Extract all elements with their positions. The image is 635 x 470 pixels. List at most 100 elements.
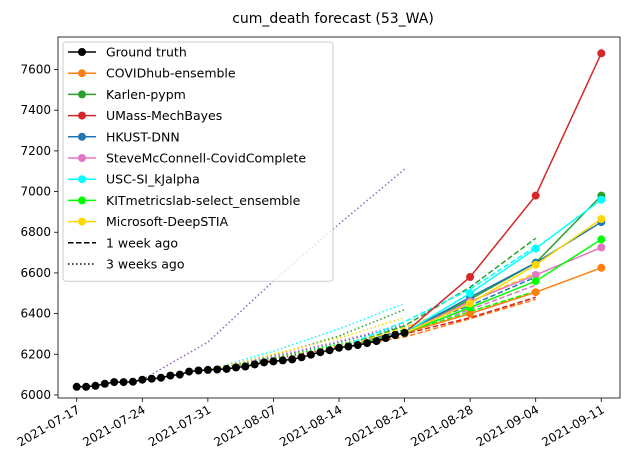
x-tick-label: 2021-09-04: [474, 402, 541, 449]
ground-truth-point: [232, 363, 240, 372]
karlen-pypm-line: [404, 195, 602, 334]
y-tick-label: 7000: [20, 185, 51, 199]
x-tick-label: 2021-08-21: [343, 402, 410, 449]
covidhub-ensemble-line: [404, 267, 602, 334]
y-tick-label: 6800: [20, 225, 51, 239]
ground-truth-point: [185, 367, 194, 376]
ground-truth-point: [250, 360, 259, 369]
legend-label: Karlen-pypm: [106, 87, 186, 102]
legend-entry-microsoft-deepstia: Microsoft-DeepSTIA: [68, 214, 229, 229]
legend: Ground truth COVIDhub-ensemble Karlen-pypm…: [62, 41, 334, 282]
covidhub-ensemble-point: [597, 263, 606, 272]
ground-truth-point: [306, 350, 315, 359]
ground-truth-point: [381, 334, 390, 342]
legend-entry-kitmetricslab-select-ensemble: KITmetricslab-select_ensemble: [68, 193, 301, 208]
legend-label: 1 week ago: [106, 235, 178, 250]
ground-truth-point: [82, 382, 91, 391]
microsoft-deepstia-point: [531, 260, 540, 269]
legend-marker: [78, 69, 86, 78]
usc-si-kjalpha-line: [404, 199, 602, 334]
ground-truth-point: [353, 341, 362, 350]
legend-marker: [78, 90, 86, 99]
ground-truth-point: [100, 379, 109, 388]
usc-si-kjalpha-3-weeks-ago-line: [207, 302, 405, 371]
ground-truth-series: [72, 328, 409, 391]
kitmetricslab-select-ensemble-point: [531, 277, 540, 286]
legend-label: SteveMcConnell-CovidComplete: [106, 151, 306, 166]
ground-truth-point: [363, 339, 372, 348]
ground-truth-point: [72, 382, 81, 391]
ground-truth-point: [91, 381, 100, 390]
ground-truth-point: [269, 357, 278, 366]
legend-box: [62, 41, 334, 282]
ground-truth-point: [278, 356, 287, 365]
umass-mechbayes-line: [404, 52, 602, 334]
ground-truth-point: [400, 328, 409, 337]
ground-truth-point: [372, 337, 381, 346]
legend-marker: [78, 111, 86, 120]
stevemcconnell-covidcomplete-line: [404, 246, 602, 334]
legend-marker: [78, 217, 86, 226]
ground-truth-point: [147, 374, 156, 383]
covidhub-ensemble-point: [466, 309, 475, 318]
legend-label: HKUST-DNN: [106, 129, 180, 144]
stevemcconnell-covidcomplete-point: [597, 243, 606, 252]
karlen-pypm-1-week-ago-line: [338, 237, 537, 349]
ground-truth-point: [203, 365, 212, 374]
ground-truth-point: [297, 353, 306, 362]
x-tick-label: 2021-08-14: [277, 402, 344, 449]
x-tick-label: 2021-07-24: [80, 402, 147, 449]
ground-truth-point: [128, 377, 137, 386]
legend-entry-umass-mechbayes: UMass-MechBayes: [68, 108, 222, 123]
y-tick-label: 7200: [20, 144, 51, 158]
kitmetricslab-select-ensemble-3-weeks-ago-line: [207, 329, 405, 371]
legend-label: USC-SI_kJalpha: [106, 172, 200, 187]
usc-si-kjalpha-point: [531, 244, 540, 253]
usc-si-kjalpha-point: [597, 195, 606, 204]
stevemcconnell-covidcomplete-3-weeks-ago-line: [207, 323, 405, 371]
legend-label: COVIDhub-ensemble: [106, 66, 236, 81]
ground-truth-point: [344, 342, 353, 351]
legend-marker: [78, 48, 86, 56]
covidhub-ensemble-point: [531, 288, 540, 297]
hkust-dnn-1-week-ago-line: [338, 276, 536, 349]
umass-mechbayes-series: [400, 49, 606, 337]
ground-truth-point: [325, 346, 334, 355]
kitmetricslab-select-ensemble-1-week-ago-line: [338, 290, 536, 349]
umass-mechbayes-point: [466, 273, 475, 281]
y-tick-label: 6600: [20, 266, 51, 280]
legend-entry-3-weeks-ago: 3 weeks ago: [68, 257, 185, 272]
ground-truth-point: [213, 365, 222, 374]
ground-truth-point: [119, 378, 128, 387]
ground-truth-point: [288, 355, 297, 364]
ground-truth-point: [260, 358, 269, 367]
x-tick-label: 2021-07-31: [146, 402, 213, 449]
y-tick-label: 7600: [20, 63, 51, 77]
microsoft-deepstia-line: [404, 218, 602, 334]
umass-mechbayes-point: [531, 191, 540, 200]
legend-label: 3 weeks ago: [106, 257, 185, 272]
x-tick-label: 2021-07-17: [15, 402, 82, 449]
legend-marker: [78, 132, 86, 141]
y-tick-label: 6400: [20, 307, 51, 321]
legend-marker: [78, 154, 86, 162]
usc-si-kjalpha-series: [400, 195, 606, 337]
y-tick-label: 6000: [20, 388, 51, 402]
legend-marker: [78, 175, 86, 184]
ground-truth-point: [194, 366, 203, 375]
legend-entry-usc-si-kjalpha: USC-SI_kJalpha: [68, 172, 200, 187]
kitmetricslab-select-ensemble-point: [597, 235, 606, 244]
microsoft-deepstia-1-week-ago-line: [338, 272, 536, 349]
legend-entry-ground-truth: Ground truth: [68, 45, 187, 60]
ground-truth-point: [175, 370, 184, 379]
usc-si-kjalpha-point: [466, 289, 475, 298]
ground-truth-point: [166, 371, 175, 380]
ground-truth-point: [222, 364, 231, 373]
stevemcconnell-covidcomplete-point: [531, 271, 540, 279]
ground-truth-point: [316, 348, 325, 357]
ground-truth-point: [335, 343, 343, 352]
ground-truth-point: [391, 331, 400, 339]
karlen-pypm-series: [400, 191, 606, 337]
